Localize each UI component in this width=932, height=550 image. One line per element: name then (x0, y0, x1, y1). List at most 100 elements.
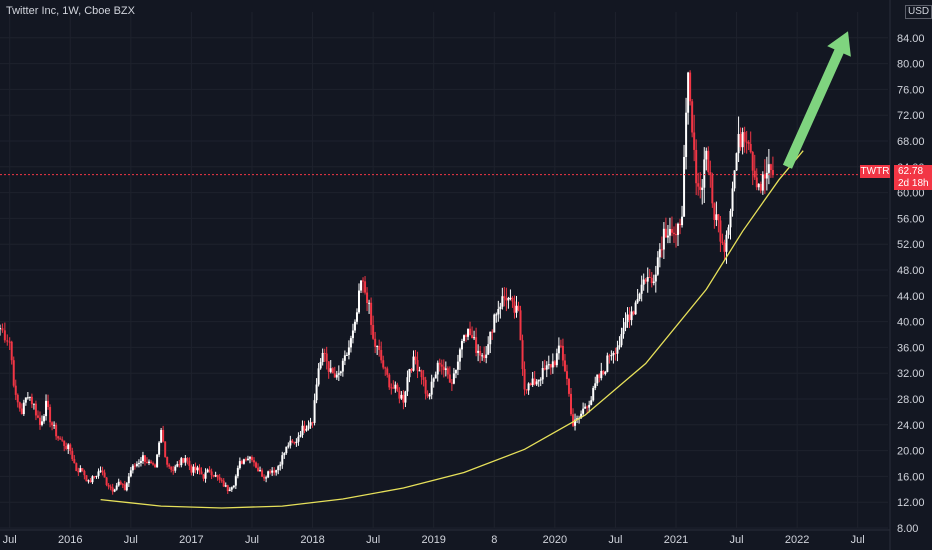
candle-body (406, 377, 409, 392)
candle-body (533, 378, 536, 385)
candle-body (378, 345, 381, 351)
candle-body (71, 451, 74, 460)
candle-body (717, 214, 720, 221)
currency-label[interactable]: USD (905, 5, 932, 19)
candle-body (232, 485, 235, 488)
candle-body (87, 480, 90, 482)
candle-body (194, 466, 197, 471)
candle-body (299, 435, 302, 437)
candle-body (713, 203, 716, 220)
candle-body (618, 345, 621, 348)
candle-body (679, 223, 682, 226)
candle-body (117, 481, 120, 486)
candle-body (51, 422, 54, 426)
candle-body (32, 403, 35, 405)
candle-body (709, 172, 712, 175)
candle-body (620, 334, 623, 346)
candle-body (737, 133, 740, 154)
candle-body (101, 470, 104, 473)
candle-body (642, 279, 645, 285)
candle-body (313, 400, 316, 423)
candle-body (580, 413, 583, 419)
candle-body (85, 475, 88, 482)
candle-body (133, 465, 136, 467)
candle-body (40, 421, 43, 425)
candle-body (436, 362, 439, 375)
candle-body (156, 454, 159, 468)
candle-body (438, 362, 441, 365)
candle-body (265, 477, 268, 479)
candle-body (666, 235, 669, 238)
x-tick-label: 2019 (421, 534, 445, 546)
candle-body (345, 354, 348, 356)
candle-body (741, 132, 744, 148)
candle-body (590, 400, 593, 405)
candle-body (14, 385, 17, 395)
candle-body (186, 458, 189, 461)
candle-body (410, 369, 413, 371)
x-tick-label: Jul (3, 534, 17, 546)
candle-body (685, 112, 688, 157)
candle-body (305, 428, 308, 431)
candle-body (240, 461, 243, 464)
candle-body (572, 414, 575, 426)
candle-body (723, 243, 726, 252)
x-tick-label: 2018 (300, 534, 324, 546)
candle-body (650, 277, 653, 284)
candle-body (743, 132, 746, 142)
candle-body (416, 360, 419, 371)
candle-body (12, 360, 15, 386)
candle-body (182, 458, 185, 463)
candle-body (426, 393, 429, 397)
candle-body (347, 347, 350, 355)
candle-body (553, 361, 556, 366)
candle-body (551, 361, 554, 368)
candle-body (418, 370, 421, 372)
y-tick-label: 56.00 (897, 213, 925, 225)
candle-body (321, 352, 324, 362)
x-tick-label: Jul (124, 534, 138, 546)
candle-body (670, 228, 673, 233)
candle-body (567, 378, 570, 394)
candle-body (184, 458, 187, 463)
candle-body (469, 328, 472, 336)
candle-body (107, 484, 110, 487)
candle-body (315, 384, 318, 401)
y-tick-label: 24.00 (897, 420, 925, 432)
candle-body (343, 355, 346, 361)
candle-body (283, 453, 286, 456)
candle-body (557, 345, 560, 354)
candle-body (145, 461, 148, 464)
candle-body (355, 312, 358, 322)
candle-body (683, 156, 686, 217)
candle-body (765, 172, 768, 179)
candle-body (586, 406, 589, 408)
candle-body (440, 364, 443, 367)
candle-body (751, 152, 754, 171)
candle-body (273, 470, 276, 473)
candle-body (545, 365, 548, 370)
candle-body (357, 290, 360, 313)
candle-body (729, 210, 732, 228)
y-tick-label: 20.00 (897, 446, 925, 458)
candle-body (202, 474, 205, 479)
candle-body (535, 381, 538, 385)
candle-body (559, 345, 562, 347)
candle-body (711, 174, 714, 204)
candle-body (250, 457, 253, 461)
candle-body (30, 396, 33, 405)
candle-series (0, 70, 774, 495)
candle-body (402, 394, 405, 403)
x-tick-label: Jul (245, 534, 259, 546)
x-tick-label: 2016 (58, 534, 82, 546)
y-tick-label: 48.00 (897, 265, 925, 277)
candle-body (398, 390, 401, 399)
candle-body (204, 472, 207, 479)
candle-body (319, 361, 322, 369)
candle-body (89, 480, 92, 483)
candle-body (242, 459, 245, 464)
candle-body (34, 403, 37, 416)
candle-body (602, 370, 605, 374)
candle-body (172, 469, 175, 471)
